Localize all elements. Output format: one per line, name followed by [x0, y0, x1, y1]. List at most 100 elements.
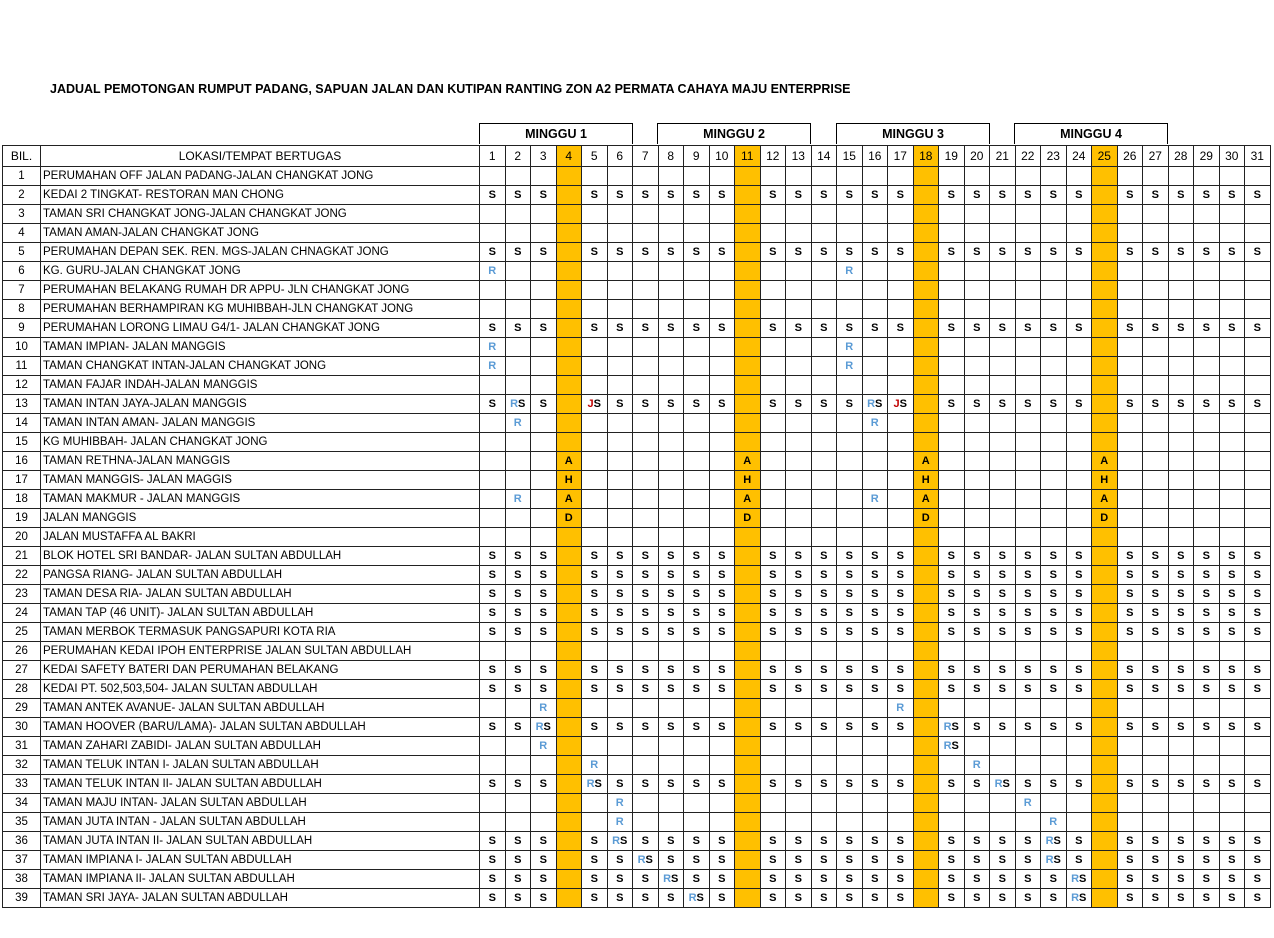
day-cell: S: [479, 679, 506, 699]
day-cell: S: [887, 565, 914, 585]
header-day-16: 16: [861, 145, 888, 167]
day-cell: [632, 755, 659, 775]
mark-s: S: [488, 853, 496, 866]
day-cell: [530, 470, 557, 490]
day-cell: S: [759, 546, 786, 566]
day-cell: [504, 755, 531, 775]
table-row: 7 PERUMAHAN BELAKANG RUMAH DR APPU- JLN C…: [2, 280, 1271, 300]
row-bil: 14: [2, 413, 41, 433]
day-cell: [861, 223, 888, 243]
day-cell: [581, 280, 608, 300]
day-cell: [810, 375, 837, 395]
table-row: 22 PANGSA RIANG- JALAN SULTAN ABDULLAH S S S…: [2, 565, 1271, 585]
mark-s: S: [998, 872, 1006, 885]
day-cell: S: [479, 242, 506, 262]
table-row: 4 TAMAN AMAN-JALAN CHANGKAT JONG: [2, 223, 1271, 243]
mark-s: S: [518, 397, 526, 410]
day-cell: [1040, 223, 1067, 243]
mark-h: H: [743, 473, 752, 486]
day-cell: S: [989, 660, 1016, 680]
mark-h: H: [1100, 473, 1109, 486]
day-cell: [887, 166, 914, 186]
day-cell: S: [1116, 565, 1143, 585]
day-cell: [989, 812, 1016, 832]
day-cell: [1014, 812, 1041, 832]
day-cell: S: [1040, 888, 1067, 908]
day-cell: [912, 337, 939, 357]
day-cell: R: [504, 489, 531, 509]
day-cell: [683, 755, 710, 775]
day-cell: [1218, 166, 1245, 186]
day-cell: [581, 508, 608, 528]
day-cell: [530, 261, 557, 281]
mark-r: R: [539, 739, 548, 752]
mark-d: D: [921, 511, 930, 524]
day-cell: [1116, 413, 1143, 433]
day-cell: [1116, 280, 1143, 300]
row-location: TAMAN AMAN-JALAN CHANGKAT JONG: [40, 223, 480, 243]
day-cell: [1116, 736, 1143, 756]
day-cell: [887, 489, 914, 509]
mark-s: S: [794, 720, 802, 733]
day-cell: [887, 432, 914, 452]
day-cell: [785, 432, 812, 452]
row-bil: 25: [2, 622, 41, 642]
day-cell: [912, 679, 939, 699]
day-cell: S: [836, 565, 863, 585]
mark-s: S: [871, 682, 879, 695]
day-cell: [479, 812, 506, 832]
day-cell: [1244, 166, 1271, 186]
mark-s: S: [1228, 663, 1236, 676]
day-cell: [759, 755, 786, 775]
day-cell: [1244, 261, 1271, 281]
day-cell: S: [1218, 185, 1245, 205]
row-location: JALAN MANGGIS: [40, 508, 480, 528]
day-cell: [581, 432, 608, 452]
day-cell: [1091, 774, 1118, 794]
mark-s: S: [1126, 188, 1134, 201]
day-cell: [1091, 432, 1118, 452]
mark-s: S: [590, 188, 598, 201]
mark-s: S: [896, 321, 904, 334]
day-cell: [759, 812, 786, 832]
day-cell: S: [989, 888, 1016, 908]
day-cell: S: [836, 242, 863, 262]
day-cell: [1091, 166, 1118, 186]
day-cell: [1091, 280, 1118, 300]
day-cell: S: [632, 584, 659, 604]
day-cell: S: [1167, 850, 1194, 870]
mark-s: S: [871, 891, 879, 904]
mark-s: S: [641, 872, 649, 885]
day-cell: [555, 850, 582, 870]
day-cell: [530, 337, 557, 357]
day-cell: S: [963, 185, 990, 205]
day-cell: S: [836, 679, 863, 699]
mark-s: S: [1177, 568, 1185, 581]
mark-s: S: [1024, 720, 1032, 733]
mark-s: S: [539, 853, 547, 866]
day-cell: S: [1218, 660, 1245, 680]
day-cell: [836, 812, 863, 832]
day-cell: S: [759, 850, 786, 870]
day-cell: [1014, 489, 1041, 509]
mark-s: S: [820, 606, 828, 619]
day-cell: A: [912, 451, 939, 471]
mark-s: S: [998, 625, 1006, 638]
day-cell: [912, 793, 939, 813]
row-location: PERUMAHAN LORONG LIMAU G4/1- JALAN CHANG…: [40, 318, 480, 338]
day-cell: S: [1244, 242, 1271, 262]
mark-s: S: [616, 625, 624, 638]
day-cell: [1065, 166, 1092, 186]
mark-s: S: [871, 872, 879, 885]
mark-r: R: [845, 264, 854, 277]
day-cell: [734, 831, 761, 851]
day-cell: S: [1116, 850, 1143, 870]
day-cell: [963, 356, 990, 376]
day-cell: S: [606, 622, 633, 642]
day-cell: S: [938, 584, 965, 604]
day-cell: [708, 793, 735, 813]
day-cell: [632, 280, 659, 300]
mark-s: S: [1126, 834, 1134, 847]
day-cell: [1091, 869, 1118, 889]
mark-s: S: [641, 720, 649, 733]
